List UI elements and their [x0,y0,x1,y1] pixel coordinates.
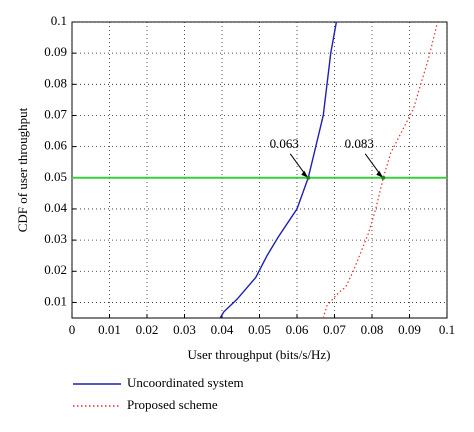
annotation-label: 0.063 [270,136,299,151]
y-tick-label: 0.1 [51,13,67,28]
x-tick-label: 0.05 [248,322,271,337]
annotation-label: 0.083 [345,136,374,151]
x-tick-label: 0 [69,322,76,337]
x-tick-label: 0.01 [98,322,121,337]
x-tick-label: 0.07 [323,322,346,337]
y-tick-label: 0.04 [44,200,67,215]
data-line [322,21,439,319]
annotation-point [306,175,311,180]
x-tick-label: 0.04 [211,322,234,337]
x-axis-label: User throughput (bits/s/Hz) [188,347,331,362]
y-tick-label: 0.06 [44,138,67,153]
legend-label: Proposed scheme [127,397,218,412]
x-tick-label: 0.03 [173,322,196,337]
legend-label: Uncoordinated system [127,375,244,390]
y-tick-label: 0.05 [44,169,67,184]
y-tick-label: 0.09 [44,44,67,59]
x-tick-label: 0.09 [398,322,421,337]
x-tick-label: 0.06 [286,322,309,337]
data-line [219,21,338,319]
y-axis-label: CDF of user throughput [15,107,30,232]
x-tick-label: 0.02 [136,322,159,337]
y-tick-label: 0.02 [44,262,67,277]
y-tick-label: 0.03 [44,231,67,246]
y-tick-label: 0.08 [44,75,67,90]
annotation-arrowhead [301,170,309,178]
x-tick-label: 0.1 [439,322,455,337]
y-tick-label: 0.07 [44,106,67,121]
annotation-arrowhead [376,170,384,178]
y-tick-label: 0.01 [44,293,67,308]
annotation-point [381,175,386,180]
x-tick-label: 0.08 [361,322,384,337]
